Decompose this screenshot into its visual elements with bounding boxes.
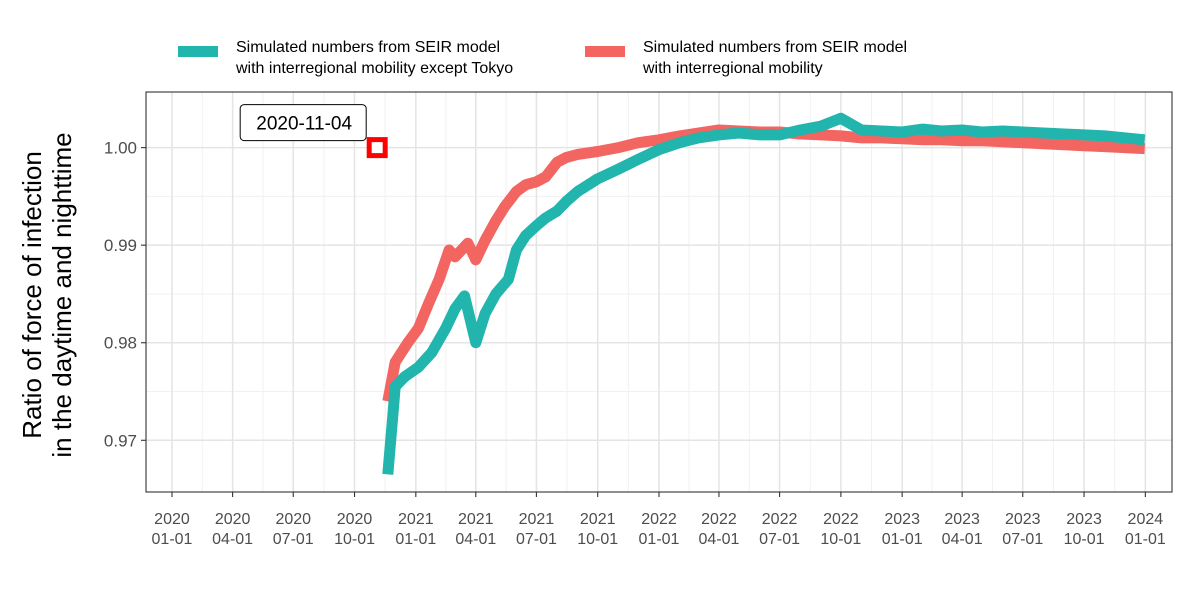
legend-entry-series-0: Simulated numbers from SEIR model with i…: [178, 39, 513, 77]
annotation-label-box: [239, 104, 367, 142]
x-tick-label-year: 2022: [762, 511, 798, 528]
x-tick-label-year: 2020: [337, 511, 373, 528]
x-tick-label-year: 2023: [884, 511, 920, 528]
y-tick-label: 1.00: [104, 139, 137, 158]
x-tick-label-year: 2024: [1128, 511, 1164, 528]
x-tick-label-monthday: 01-01: [639, 531, 680, 548]
x-tick-label-monthday: 10-01: [577, 531, 618, 548]
x-tick-label-monthday: 04-01: [455, 531, 496, 548]
legend-swatch-series-0: [178, 46, 218, 57]
x-tick-label-year: 2022: [823, 511, 859, 528]
x-tick-label-year: 2023: [944, 511, 980, 528]
x-tick-label-monthday: 04-01: [212, 531, 253, 548]
x-tick-label-monthday: 07-01: [516, 531, 557, 548]
x-tick-label-year: 2021: [398, 511, 434, 528]
x-tick-label-monthday: 07-01: [273, 531, 314, 548]
x-tick-label-monthday: 07-01: [759, 531, 800, 548]
x-tick-label-year: 2020: [154, 511, 190, 528]
x-tick-label-year: 2021: [580, 511, 616, 528]
x-tick-label-monthday: 01-01: [1125, 531, 1166, 548]
series-layer: [382, 112, 1146, 475]
x-tick-label-year: 2021: [458, 511, 494, 528]
legend: Simulated numbers from SEIR model with i…: [178, 39, 907, 77]
legend-label-series-1-line-1: Simulated numbers from SEIR model: [643, 39, 907, 56]
y-tick-label: 0.98: [104, 334, 137, 353]
x-tick-label-monthday: 07-01: [1002, 531, 1043, 548]
x-tick-label-monthday: 04-01: [942, 531, 983, 548]
x-tick-label-monthday: 01-01: [882, 531, 923, 548]
annotation-label: 2020-11-04: [256, 114, 352, 135]
x-tick-label-year: 2022: [641, 511, 677, 528]
legend-label-series-1-line-2: with interregional mobility: [642, 60, 823, 77]
y-tick-label: 0.97: [104, 431, 137, 450]
x-tick-label-monthday: 04-01: [699, 531, 740, 548]
legend-entry-series-1: Simulated numbers from SEIR model with i…: [585, 39, 907, 77]
legend-swatch-series-1: [585, 46, 625, 57]
y-axis-title-line-2: in the daytime and nighttime: [47, 132, 77, 457]
y-axis-title: Ratio of force of infection in the dayti…: [17, 132, 77, 457]
legend-label-series-0-line-1: Simulated numbers from SEIR model: [236, 39, 500, 56]
x-tick-label-monthday: 01-01: [152, 531, 193, 548]
series-line-0: [382, 112, 1146, 475]
x-tick-label-monthday: 10-01: [1064, 531, 1105, 548]
x-tick-label-year: 2022: [701, 511, 737, 528]
x-tick-label-year: 2020: [215, 511, 251, 528]
x-tick-label-year: 2020: [275, 511, 311, 528]
y-axis-title-line-1: Ratio of force of infection: [17, 151, 47, 439]
x-tick-label-monthday: 10-01: [334, 531, 375, 548]
x-tick-label-year: 2021: [519, 511, 555, 528]
x-tick-label-year: 2023: [1005, 511, 1041, 528]
grid-layer: [146, 92, 1172, 492]
annotation-layer: 2020-11-04: [239, 104, 388, 159]
x-tick-label-year: 2023: [1066, 511, 1102, 528]
y-tick-label: 0.99: [104, 236, 137, 255]
x-tick-label-monthday: 01-01: [395, 531, 436, 548]
series-line-1: [382, 124, 1145, 403]
axis-layer: 0.97 0.98 0.99 1.00 2020 01-01 2020 04-01 2020 07…: [104, 139, 1166, 548]
x-tick-label-monthday: 10-01: [820, 531, 861, 548]
legend-label-series-0-line-2: with interregional mobility except Tokyo: [235, 60, 513, 77]
annotation-marker: [366, 137, 388, 159]
